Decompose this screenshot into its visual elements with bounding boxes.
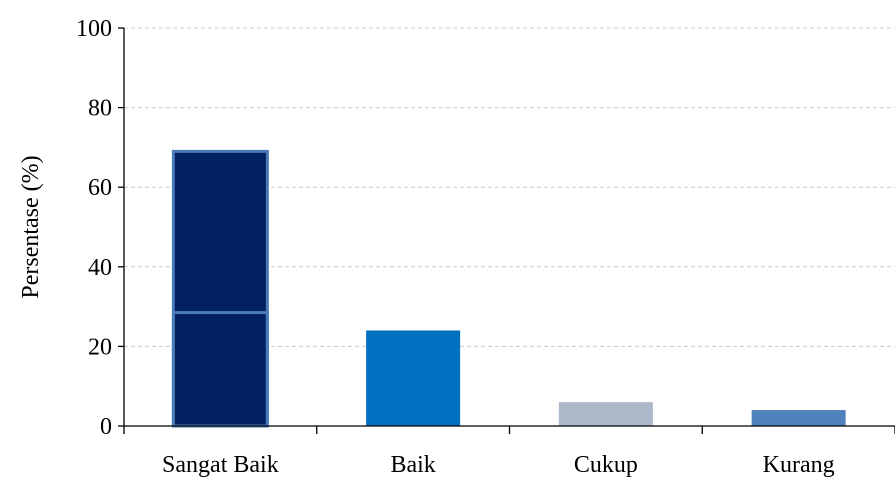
y-tick-label-40: 40 <box>88 255 112 281</box>
x-tick-label-sangat-baik: Sangat Baik <box>162 452 279 478</box>
y-tick-label-20: 20 <box>88 334 112 360</box>
y-tick-label-0: 0 <box>100 414 112 440</box>
y-tick-label-80: 80 <box>88 96 112 122</box>
bar-cukup <box>558 402 653 426</box>
y-axis-title: Persentase (%) <box>18 155 44 298</box>
x-tick-labels: Sangat Baik Baik Cukup Kurang <box>162 452 835 478</box>
bar-sangat-baik <box>171 149 269 428</box>
y-tick-labels: 0 20 40 60 80 100 <box>76 16 112 440</box>
bars <box>171 149 846 428</box>
y-tick-label-60: 60 <box>88 175 112 201</box>
bar-baik <box>366 330 461 426</box>
x-tick-label-baik: Baik <box>390 452 435 478</box>
y-tick-label-100: 100 <box>76 16 112 42</box>
axes <box>118 27 895 434</box>
bar-kurang <box>751 410 846 426</box>
x-tick-label-kurang: Kurang <box>763 452 835 478</box>
x-tick-label-cukup: Cukup <box>574 452 638 478</box>
